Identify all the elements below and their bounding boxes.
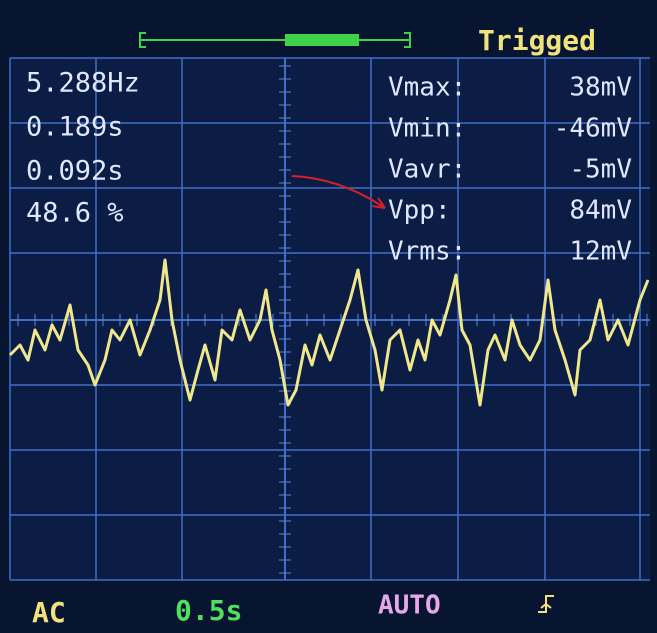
timebase: 0.5s [175,594,242,627]
pulse-width: 0.092s [26,156,124,187]
measurement-label: Vmin: [388,114,466,144]
measurement-value: 38mV [569,73,632,103]
body: {"header": {"status": "Trigged"}, "measu… [0,0,657,633]
coupling: AC [32,596,66,629]
measurement-value: -46mV [554,114,632,144]
window-position [286,35,358,45]
oscilloscope-screen: Trigged 5.288Hz 0.189s 0.092s 48.6 % Vma… [0,0,657,633]
period: 0.189s [26,112,124,143]
measurement-label: Vavr: [388,155,466,185]
measurement-value: 12mV [569,237,632,267]
trigger-status: Trigged [478,24,596,57]
trigger-mode: AUTO [378,591,441,621]
footer-bar [0,582,657,633]
page: html, body { margin: 0; padding: 0; widt… [0,0,657,633]
measurement-label: Vmax: [388,73,466,103]
measurement-label: Vpp: [388,196,451,226]
frequency: 5.288Hz [26,68,140,99]
measurement-value: -5mV [569,155,632,185]
measurement-value: 84mV [569,196,632,226]
measurement-label: Vrms: [388,237,466,267]
duty-cycle: 48.6 % [26,198,124,229]
